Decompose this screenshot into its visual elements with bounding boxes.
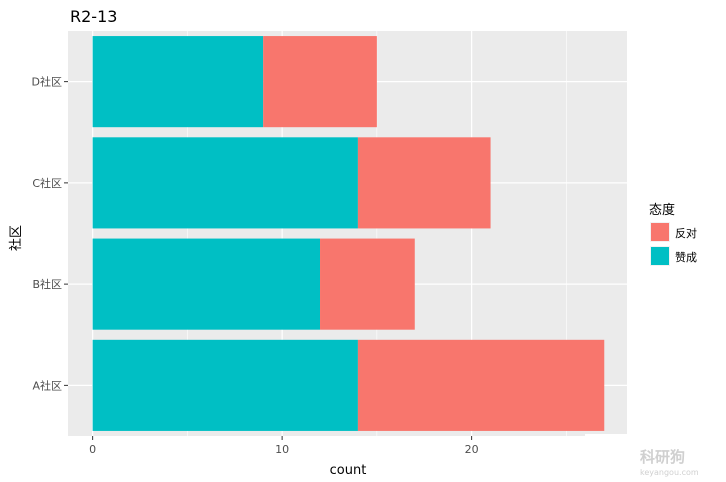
x-axis-title: count [330, 463, 367, 478]
bar-D社区-反对 [263, 36, 377, 128]
chart-title: R2-13 [70, 7, 117, 26]
y-tick-label: C社区 [32, 176, 62, 190]
legend-label: 反对 [675, 226, 697, 240]
bar-C社区-赞成 [92, 137, 358, 229]
legend-label: 赞成 [675, 251, 697, 264]
y-axis: A社区 B社区 C社区 D社区 [32, 75, 68, 392]
watermark-backdrop [585, 434, 726, 482]
y-tick-label: A社区 [32, 378, 62, 392]
bar-A社区-反对 [357, 339, 605, 431]
watermark: 科研狗 keyangou.com [585, 434, 726, 482]
bar-D社区-赞成 [92, 36, 264, 128]
legend-swatch [651, 223, 669, 241]
x-tick-label: 10 [275, 443, 289, 456]
bars [92, 36, 605, 431]
bar-A社区-赞成 [92, 339, 358, 431]
y-tick-label: D社区 [32, 75, 62, 89]
watermark-text: 科研狗 [640, 448, 685, 466]
watermark-subtext: keyangou.com [640, 468, 699, 477]
legend-title: 态度 [649, 202, 675, 218]
x-tick-label: 20 [465, 443, 479, 456]
x-tick-label: 0 [89, 443, 96, 456]
y-tick-label: B社区 [32, 277, 62, 291]
legend-swatch [651, 247, 669, 265]
bar-B社区-反对 [320, 238, 415, 330]
bar-C社区-反对 [357, 137, 491, 229]
bar-B社区-赞成 [92, 238, 321, 330]
y-axis-title: 社区 [8, 225, 24, 251]
x-axis: 0 10 20 [89, 436, 479, 456]
